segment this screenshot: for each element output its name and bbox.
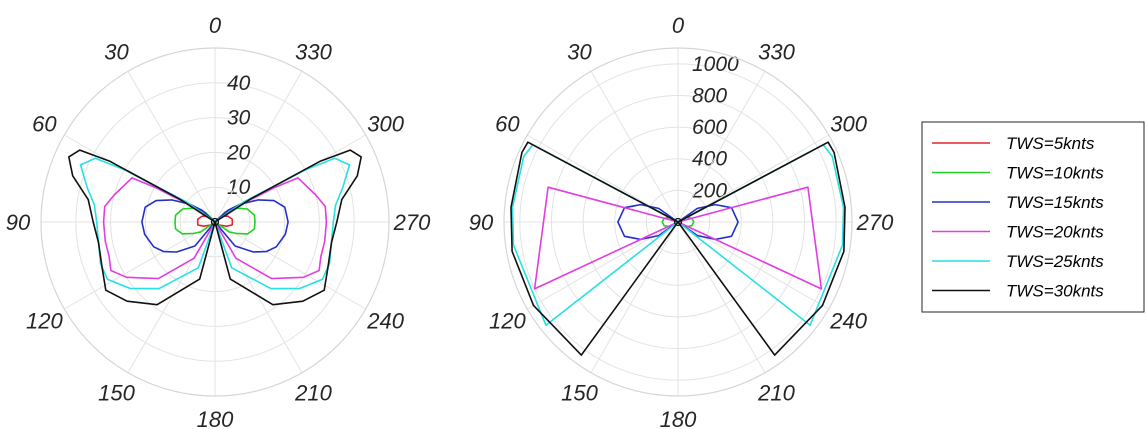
angular-grid-spoke (590, 71, 679, 223)
polar-plot-right: 200 400 600 800 1000 0 30 60 90 120 150 180 210 240 27… (469, 13, 894, 429)
angular-tick-label: 270 (393, 210, 431, 235)
legend-box (921, 121, 1145, 313)
angular-tick-label: 60 (495, 112, 520, 137)
radial-tick-label: 600 (692, 116, 727, 139)
legend-label: TWS=30knts (1006, 282, 1104, 301)
legend-label: TWS=20knts (1006, 223, 1104, 242)
radial-tick-label: 10 (227, 176, 251, 199)
angular-tick-label: 30 (567, 39, 592, 64)
series-line-tws-30knts (510, 141, 846, 356)
angular-grid-spoke (677, 221, 766, 373)
angular-tick-label: 120 (26, 309, 63, 334)
angular-tick-label: 270 (856, 210, 894, 235)
angular-tick-label: 150 (561, 381, 598, 406)
angular-tick-label: 330 (295, 39, 332, 64)
legend-label: TWS=5knts (1006, 134, 1095, 153)
radial-tick-label: 30 (227, 107, 251, 130)
legend-label: TWS=15knts (1006, 193, 1104, 212)
radial-tick-label: 200 (691, 179, 727, 202)
angular-tick-label: 90 (469, 210, 494, 235)
angular-tick-label: 240 (366, 309, 404, 334)
angular-grid-spoke (590, 221, 679, 373)
angular-tick-label: 120 (489, 309, 526, 334)
polar-outer-ring (40, 47, 390, 397)
angular-tick-label: 0 (672, 13, 685, 38)
legend: TWS=5knts TWS=10knts TWS=15knts TWS=20knts T… (921, 121, 1145, 313)
polar-origin-marker (210, 217, 220, 227)
legend-label: TWS=25knts (1006, 252, 1104, 271)
angular-grid-spoke (214, 71, 303, 223)
angular-grid-spoke (127, 71, 216, 223)
angular-grid-spoke (677, 71, 766, 223)
legend-label: TWS=10knts (1006, 164, 1104, 183)
angular-tick-label: 180 (660, 407, 697, 429)
angular-tick-label: 90 (6, 210, 31, 235)
angular-grid-spoke (64, 221, 216, 310)
angular-tick-label: 0 (209, 13, 222, 38)
radial-tick-label: 40 (227, 72, 251, 95)
angular-tick-label: 330 (758, 39, 795, 64)
angular-tick-label: 150 (98, 381, 135, 406)
angular-tick-label: 210 (294, 381, 332, 406)
radial-tick-label: 20 (226, 141, 251, 164)
polar-plot-left: 10 20 30 40 0 30 60 90 120 150 180 210 240 270 300 330 (6, 13, 431, 429)
angular-tick-label: 30 (104, 39, 129, 64)
angular-tick-label: 240 (829, 309, 867, 334)
angular-tick-label: 300 (830, 112, 867, 137)
angular-tick-label: 60 (32, 112, 57, 137)
angular-tick-label: 180 (197, 407, 234, 429)
polar-outer-ring (503, 47, 853, 397)
radial-tick-label: 400 (692, 148, 727, 171)
radial-tick-label: 1000 (692, 53, 739, 76)
series-line-tws-30knts (68, 149, 363, 306)
angular-tick-label: 210 (757, 381, 795, 406)
radial-tick-label: 800 (692, 84, 727, 107)
angular-tick-label: 300 (367, 112, 404, 137)
angular-grid-spoke (214, 221, 366, 310)
polar-origin-marker (673, 217, 683, 227)
